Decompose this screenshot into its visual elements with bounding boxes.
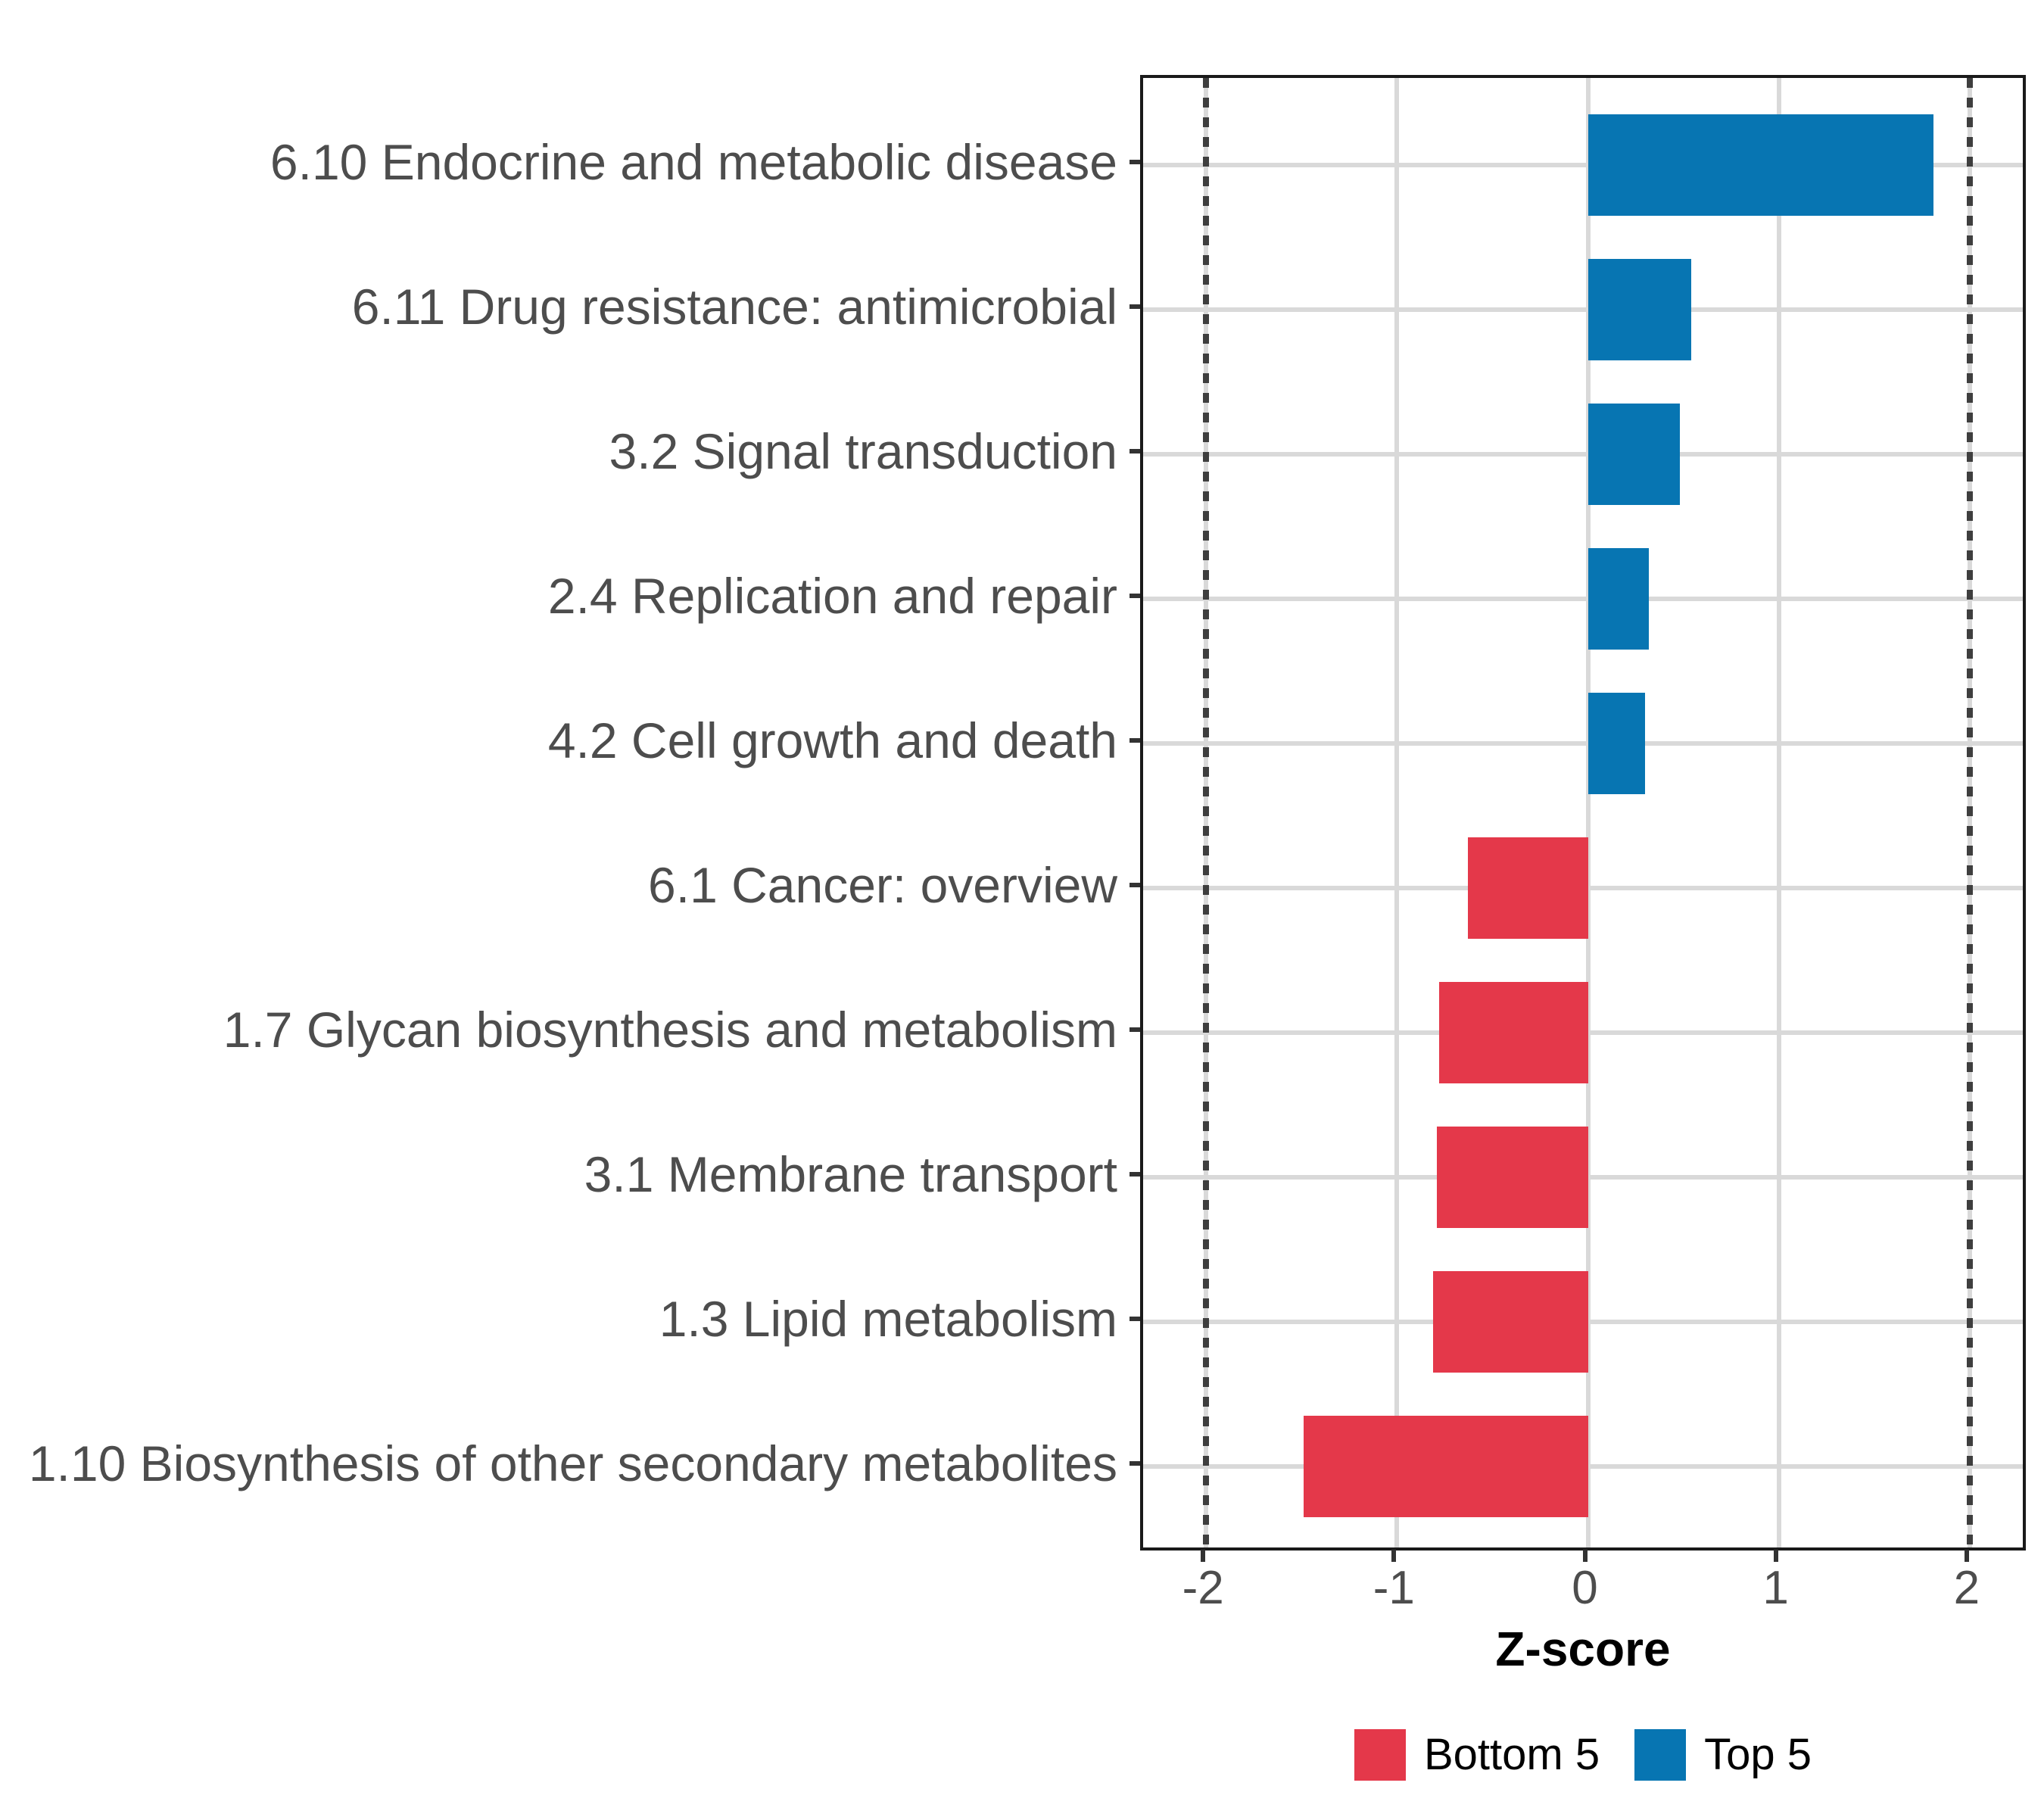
legend-label-top5: Top 5 (1704, 1730, 1812, 1779)
y-axis-label: 2.4 Replication and repair (547, 567, 1117, 624)
bar-top5 (1588, 114, 1933, 216)
y-axis-label: 1.10 Biosynthesis of other secondary met… (28, 1435, 1117, 1492)
y-axis-tick (1129, 1027, 1140, 1033)
y-axis-tick (1129, 593, 1140, 598)
bar-bottom5 (1437, 1127, 1588, 1229)
legend-swatch-top5-icon (1634, 1729, 1687, 1781)
x-axis-tick (1201, 1550, 1206, 1562)
x-axis-tick (1773, 1550, 1778, 1562)
bar-top5 (1588, 258, 1691, 360)
bar-top5 (1588, 403, 1680, 505)
y-axis-tick (1129, 1317, 1140, 1322)
gridline-horizontal (1143, 451, 2023, 457)
y-axis-label: 6.1 Cancer: overview (648, 857, 1117, 914)
bar-top5 (1588, 693, 1646, 794)
y-axis-label: 3.2 Signal transduction (609, 422, 1117, 479)
y-axis-tick (1129, 159, 1140, 164)
x-axis-tick-label: -2 (1182, 1562, 1224, 1614)
y-axis-label: 4.2 Cell growth and death (547, 712, 1117, 768)
gridline-horizontal (1143, 307, 2023, 312)
legend-swatch-bottom5-icon (1354, 1729, 1406, 1781)
gridline-vertical (1394, 78, 1400, 1547)
legend-item-bottom5: Bottom 5 (1354, 1729, 1600, 1781)
reference-line (1966, 78, 1973, 1547)
x-axis-tick-label: -1 (1373, 1562, 1415, 1614)
y-axis-label: 3.1 Membrane transport (584, 1146, 1117, 1203)
x-axis-tick (1391, 1550, 1397, 1562)
bar-top5 (1588, 548, 1650, 650)
y-axis-tick (1129, 304, 1140, 309)
gridline-horizontal (1143, 740, 2023, 746)
y-axis-tick (1129, 1172, 1140, 1177)
bar-bottom5 (1467, 837, 1588, 939)
bar-bottom5 (1438, 982, 1588, 1083)
x-axis-tick (1964, 1550, 1969, 1562)
y-axis-label: 1.3 Lipid metabolism (659, 1291, 1117, 1348)
bar-bottom5 (1303, 1416, 1588, 1518)
gridline-horizontal (1143, 596, 2023, 601)
x-axis-tick (1582, 1550, 1588, 1562)
plot-panel (1140, 75, 2026, 1551)
gridline-vertical (1585, 78, 1591, 1547)
y-axis-tick (1129, 1461, 1140, 1466)
y-axis-tick (1129, 737, 1140, 743)
y-axis-label: 1.7 Glycan biosynthesis and metabolism (223, 1002, 1117, 1058)
bar-bottom5 (1433, 1271, 1588, 1373)
y-axis-label: 6.10 Endocrine and metabolic disease (270, 133, 1117, 190)
x-axis-tick-label: 1 (1762, 1562, 1789, 1614)
legend-label-bottom5: Bottom 5 (1423, 1730, 1600, 1779)
gridline-vertical (1776, 78, 1781, 1547)
y-axis-tick (1129, 448, 1140, 453)
x-axis-tick-label: 0 (1572, 1562, 1598, 1614)
y-axis-label: 6.11 Drug resistance: antimicrobial (351, 278, 1117, 335)
gridline-horizontal (1143, 162, 2023, 167)
x-axis-tick-label: 2 (1953, 1562, 1980, 1614)
y-axis-tick (1129, 883, 1140, 888)
legend: Bottom 5 Top 5 (1140, 1726, 2026, 1784)
reference-line (1203, 78, 1210, 1547)
legend-item-top5: Top 5 (1634, 1729, 1812, 1781)
x-axis-title: Z-score (1495, 1622, 1671, 1676)
